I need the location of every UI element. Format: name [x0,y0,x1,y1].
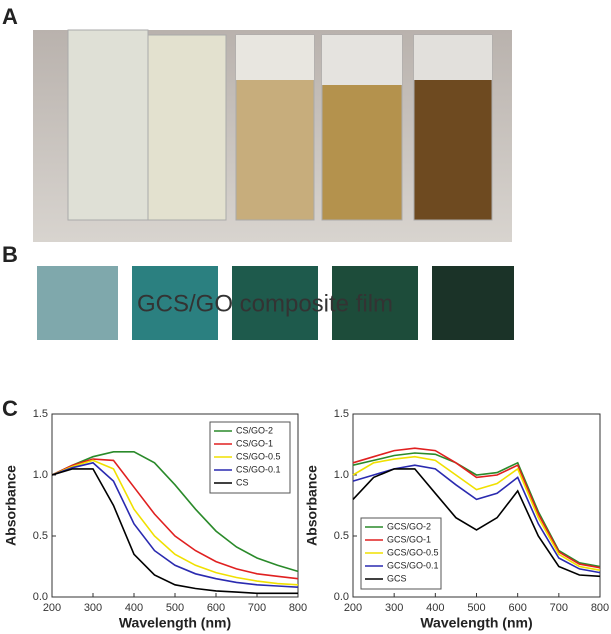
data-line [51,451,299,573]
legend-label: CS/GO-1 [236,438,273,448]
x-tick-label: 800 [289,602,307,614]
x-tick-label: 500 [467,602,485,614]
legend-label: CS/GO-2 [236,425,273,435]
legend-label: GCS/GO-2 [387,521,431,531]
film-photos [37,266,514,340]
data-line [51,459,299,586]
x-tick-label: 300 [84,602,102,614]
legend-label: GCS [387,573,407,583]
x-axis-label: Wavelength (nm) [119,615,231,631]
y-tick-label: 1.0 [334,469,349,481]
y-tick-label: 0.0 [334,591,349,603]
y-tick-label: 0.5 [334,530,349,542]
x-tick-label: 600 [508,602,526,614]
data-line [352,447,601,569]
panel-label: C [2,396,18,421]
x-tick-label: 500 [166,602,184,614]
data-line [352,468,601,578]
y-tick-label: 0.5 [33,530,48,542]
film-label: GCS/GO composite film [137,290,393,317]
data-line [51,468,298,595]
data-line [352,455,601,571]
x-tick-label: 600 [207,602,225,614]
y-tick-label: 0.0 [33,591,48,603]
legend-label: GCS/GO-0.5 [387,547,439,557]
x-tick-label: 200 [43,602,61,614]
legend-label: GCS/GO-1 [387,534,431,544]
data-line [51,461,299,588]
panel-label: A [2,4,18,29]
x-tick-label: 700 [550,602,568,614]
x-tick-label: 400 [426,602,444,614]
x-tick-label: 700 [248,602,266,614]
legend-label: CS/GO-0.1 [236,464,281,474]
legend-label: CS [236,477,249,487]
panel-label: B [2,242,18,267]
legend-label: CS/GO-0.5 [236,451,281,461]
y-axis-label: Absorbance [3,465,19,546]
y-tick-label: 1.0 [33,469,48,481]
x-tick-label: 300 [385,602,403,614]
cuvette-photo [33,29,512,242]
y-tick-label: 1.5 [33,408,48,420]
y-tick-label: 1.5 [334,408,349,420]
y-axis-label: Absorbance [304,465,320,546]
x-axis-label: Wavelength (nm) [420,615,532,631]
x-tick-label: 200 [344,602,362,614]
data-line [51,458,299,580]
legend-label: GCS/GO-0.1 [387,560,439,570]
x-tick-label: 400 [125,602,143,614]
x-tick-label: 800 [591,602,609,614]
